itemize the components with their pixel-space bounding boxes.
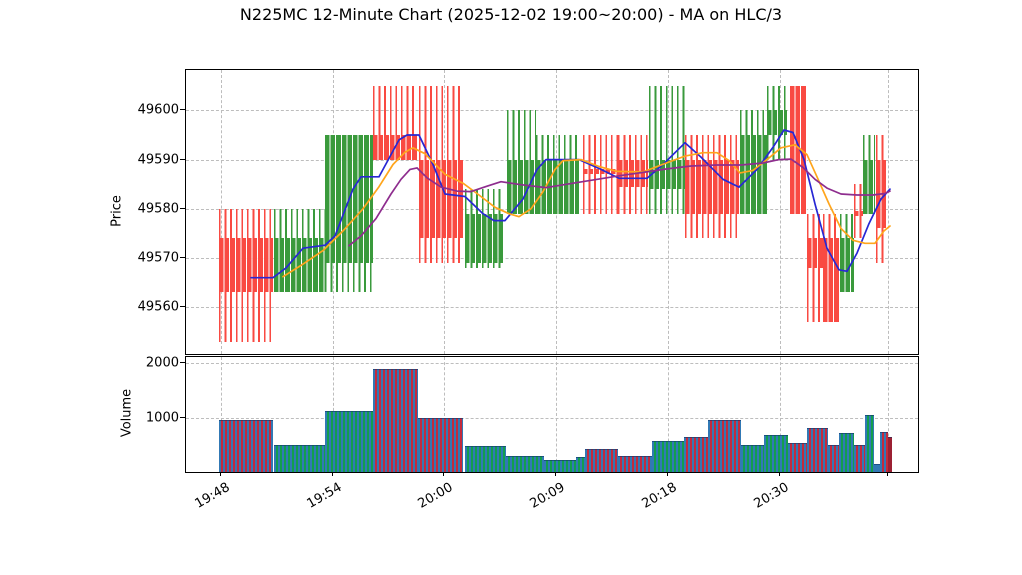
gridline-vertical [888, 70, 889, 354]
candle-body [767, 110, 787, 135]
volume-bar [544, 459, 576, 472]
x-tick-label: 20:00 [415, 480, 456, 512]
x-tickmark [666, 472, 668, 476]
volume-bar [839, 432, 854, 472]
gridline-vertical [779, 70, 781, 354]
candle-body [863, 159, 875, 214]
gridline-vertical [779, 357, 781, 472]
gridline-vertical [888, 357, 889, 472]
candle-body [649, 159, 685, 190]
price-tick-label: 49560 [137, 299, 179, 315]
price-tick-label: 49600 [137, 102, 179, 118]
volume-bar [219, 420, 273, 472]
candle-body [419, 159, 463, 239]
volume-panel [185, 356, 919, 473]
x-tickmark [887, 472, 888, 476]
x-tick-label: 20:09 [527, 480, 568, 512]
price-panel [185, 69, 919, 355]
volume-bar [888, 436, 892, 472]
x-tickmark [331, 472, 333, 476]
volume-tick-label: 1000 [145, 410, 179, 426]
ma-fast-line [250, 129, 891, 279]
candle-body [219, 238, 273, 293]
ma-lines-overlay [250, 129, 891, 279]
volume-bar [807, 428, 828, 472]
volume-bar [465, 446, 506, 472]
volume-tickmark [180, 362, 185, 364]
price-tick-label: 49570 [137, 250, 179, 266]
volume-bar [880, 432, 888, 472]
candle-body [583, 169, 618, 175]
volume-bar [506, 455, 544, 472]
gridline-horizontal [186, 110, 918, 112]
x-tickmark [220, 472, 221, 476]
price-tick-label: 49580 [137, 201, 179, 217]
x-tick-label: 20:30 [751, 480, 791, 512]
gridline-vertical [221, 357, 222, 472]
gridline-vertical [444, 357, 446, 472]
volume-bar [828, 445, 839, 472]
price-tickmark [180, 306, 185, 308]
volume-bar [274, 444, 325, 472]
volume-bar [741, 444, 764, 472]
gridline-horizontal [186, 363, 918, 365]
x-tickmark [443, 472, 445, 476]
gridline-vertical [667, 357, 669, 472]
volume-bar [652, 440, 684, 472]
ma-slow-line [348, 158, 891, 247]
candle-body [740, 134, 767, 214]
candle-body [790, 85, 807, 214]
volume-bar [585, 449, 618, 472]
candle-body [465, 213, 504, 263]
x-tick-label: 19:54 [304, 480, 345, 512]
volume-tick-label: 2000 [145, 355, 179, 371]
gridline-horizontal [186, 258, 918, 260]
price-tickmark [180, 158, 185, 160]
gridline-horizontal [186, 307, 918, 309]
volume-bar [684, 436, 708, 472]
volume-bar [418, 417, 463, 472]
price-tickmark [180, 257, 185, 259]
volume-bar [764, 435, 788, 472]
price-tickmark [180, 109, 185, 111]
gridline-horizontal [186, 417, 918, 419]
volume-bar [788, 442, 807, 472]
x-tick-label: 20:18 [639, 480, 680, 512]
volume-bar [865, 414, 874, 472]
volume-bar [576, 456, 585, 472]
chart-title: N225MC 12-Minute Chart (2025-12-02 19:00… [239, 5, 783, 24]
volume-tickmark [180, 416, 185, 418]
price-tick-label: 49590 [137, 152, 179, 168]
x-tick-label: 19:48 [192, 480, 233, 512]
candle-body [840, 238, 854, 293]
candle-body [807, 238, 823, 268]
x-tickmark [778, 472, 780, 476]
x-tickmark [555, 472, 557, 476]
volume-bar [373, 368, 418, 472]
volume-bar [708, 420, 741, 472]
ma-mid-line [282, 143, 891, 278]
candle-body [854, 211, 863, 217]
volume-bar [874, 463, 880, 472]
candle-body [823, 238, 839, 322]
price-tickmark [180, 207, 185, 209]
volume-bar [854, 444, 865, 472]
volume-bar [325, 411, 373, 472]
gridline-vertical [556, 357, 558, 472]
volume-bar [618, 455, 652, 472]
